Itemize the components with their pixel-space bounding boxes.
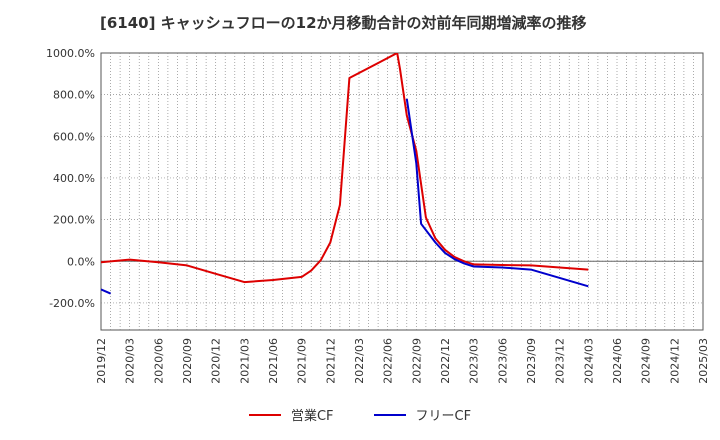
y-tick-label: -200.0% [49,297,95,310]
legend-item-operating-cf: 営業CF [248,405,334,424]
series-line-free-cf-segment [405,98,589,288]
x-tick-label: 2023/09 [525,338,538,384]
x-tick-label: 2023/03 [468,338,481,384]
x-tick-label: 2021/06 [267,338,280,384]
legend-label-operating-cf: 営業CF [290,409,334,424]
x-tick-label: 2024/03 [582,338,595,384]
x-tick-label: 2024/12 [668,338,681,384]
axis-layer: 1000.0% 800.0% 600.0% 400.0% 200.0% 0.0% -200.… [46,47,710,384]
x-tick-label: 2022/03 [353,338,366,384]
y-tick-label: 600.0% [53,130,95,143]
legend-swatch-free-cf [373,413,406,416]
x-tick-label: 2024/06 [611,338,624,384]
x-tick-label: 2022/09 [410,338,423,384]
series-layer [101,53,589,295]
legend-label-free-cf: フリーCF [415,409,472,424]
grid-layer [100,52,704,331]
x-tick-label: 2020/12 [210,338,223,384]
chart-legend: 営業CF フリーCF [0,405,720,424]
plot-border [100,52,704,331]
x-tick-label: 2020/06 [152,338,165,384]
y-tick-label: 0.0% [67,255,95,268]
x-tick-label: 2024/09 [640,338,653,384]
y-tick-label: 200.0% [53,214,95,227]
y-tick-label: 1000.0% [46,47,95,60]
x-tick-label: 2019/12 [95,338,108,384]
x-tick-label: 2020/03 [124,338,137,384]
y-tick-label: 800.0% [53,89,95,102]
x-tick-label: 2021/09 [296,338,309,384]
legend-swatch-operating-cf [248,413,281,416]
x-tick-label: 2025/03 [697,338,710,384]
chart-title: [6140] キャッシュフローの12か月移動合計の対前年同期増減率の推移 [100,14,587,32]
legend-item-free-cf: フリーCF [373,405,472,424]
x-tick-label: 2023/12 [554,338,567,384]
x-tick-label: 2023/06 [496,338,509,384]
x-tick-label: 2022/06 [382,338,395,384]
y-tick-label: 400.0% [53,172,95,185]
x-tick-label: 2020/09 [181,338,194,384]
series-line-free-cf [101,288,112,295]
chart-plot: 1000.0% 800.0% 600.0% 400.0% 200.0% 0.0% -200.… [46,47,710,384]
x-tick-label: 2022/12 [439,338,452,384]
x-tick-label: 2021/12 [324,338,337,384]
series-line-operating-cf [101,53,589,284]
x-tick-label: 2021/03 [238,338,251,384]
